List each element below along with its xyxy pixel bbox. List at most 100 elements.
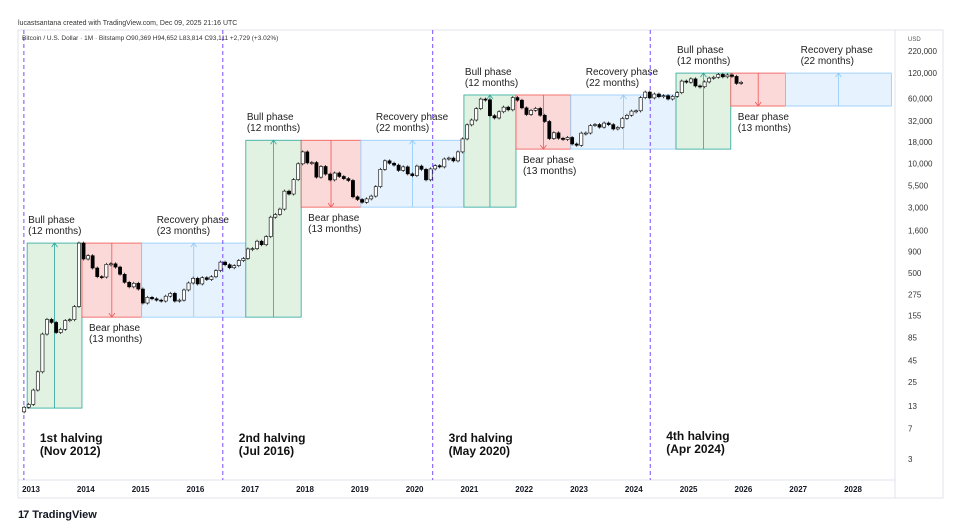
candle: [542, 113, 547, 123]
phase-box-bear: Bear phase(13 months): [515, 94, 576, 177]
candle-body: [346, 178, 351, 181]
candle-body: [373, 186, 378, 197]
candle: [652, 92, 657, 100]
candle-body: [145, 297, 150, 304]
candle-body: [510, 97, 515, 111]
phase-duration: (12 months): [247, 123, 300, 134]
halving-date: (Nov 2012): [40, 444, 101, 458]
phase-duration: (13 months): [308, 224, 361, 235]
candle: [483, 97, 488, 102]
candle-body: [72, 306, 77, 320]
candle: [688, 77, 693, 84]
candle-body: [702, 81, 707, 88]
candle: [561, 136, 565, 141]
candle-body: [392, 162, 396, 166]
candle-body: [446, 157, 451, 160]
candle-body: [150, 297, 154, 300]
candle-body: [643, 91, 648, 98]
candle-body: [90, 255, 95, 269]
candle-body: [565, 137, 570, 140]
candle-body: [428, 168, 433, 181]
candle: [446, 156, 451, 161]
candle-body: [579, 132, 584, 146]
candle-body: [396, 164, 401, 171]
phase-duration: (12 months): [465, 78, 518, 89]
time-tick-label: 2026: [735, 485, 753, 494]
candle: [45, 317, 49, 336]
candle-body: [227, 264, 232, 269]
candle: [351, 178, 355, 199]
candle-body: [351, 180, 355, 198]
candle-body: [739, 82, 744, 84]
candle: [456, 150, 460, 163]
candle-body: [602, 122, 607, 128]
candle: [26, 402, 31, 409]
candle-body: [328, 173, 333, 181]
candle: [268, 215, 273, 239]
candle: [145, 295, 150, 305]
chart-credit: lucastsantana created with TradingView.c…: [18, 20, 238, 27]
candle: [657, 92, 661, 99]
candle-body: [305, 151, 310, 164]
candle: [670, 94, 675, 101]
candle: [67, 318, 72, 323]
arrow-head-icon: [754, 101, 762, 107]
candle: [337, 171, 342, 178]
tradingview-logo[interactable]: 17 TradingView: [18, 509, 97, 521]
phase-label: Bear phase: [738, 112, 790, 123]
candle-body: [465, 124, 470, 140]
candle-body: [720, 74, 725, 78]
candle-body: [127, 282, 132, 288]
candle-body: [172, 293, 177, 302]
candle: [154, 297, 159, 302]
candle: [465, 123, 470, 141]
price-tick-label: 25: [908, 378, 917, 387]
candle: [538, 106, 543, 117]
candle-body: [401, 166, 406, 171]
candle: [684, 79, 689, 84]
candle: [520, 98, 524, 110]
phase-label: Bull phase: [28, 215, 75, 226]
candle-body: [688, 78, 693, 83]
candle: [127, 280, 132, 289]
candle-body: [360, 199, 364, 203]
candle: [524, 106, 529, 117]
candle: [131, 281, 136, 289]
candle: [547, 119, 552, 141]
candle-body: [49, 319, 54, 323]
candle-body: [666, 95, 670, 100]
candle-body: [424, 169, 428, 181]
candle: [383, 159, 387, 171]
candle-body: [223, 261, 227, 266]
arrow-head-icon: [51, 242, 58, 248]
candle-body: [236, 260, 241, 266]
candle: [282, 189, 287, 211]
candle-body: [109, 263, 113, 266]
time-tick-label: 2019: [351, 485, 369, 494]
phase-box-bear: Bear phase(13 months): [730, 72, 791, 134]
candle-body: [168, 293, 173, 297]
arrow-head-icon: [540, 144, 547, 150]
candle: [72, 305, 77, 322]
phase-duration: (22 months): [376, 123, 429, 134]
candle-body: [113, 263, 118, 268]
phase-label: Recovery phase: [801, 45, 874, 56]
candle: [259, 239, 264, 247]
candle-body: [264, 236, 269, 246]
phase-box-bear: Bear phase(13 months): [81, 242, 142, 345]
candle-body: [163, 295, 168, 302]
halving-label: 3rd halving: [449, 431, 513, 445]
candle-body: [323, 166, 328, 175]
candle: [474, 107, 479, 122]
price-tick-label: 7: [908, 424, 913, 433]
phase-label: Bear phase: [523, 155, 575, 166]
candle: [437, 164, 442, 169]
phase-box-bull: Bull phase(12 months): [245, 112, 302, 318]
candle-body: [460, 138, 465, 153]
phase-duration: (22 months): [801, 56, 854, 67]
candle: [150, 295, 154, 301]
candle: [460, 137, 465, 154]
candle-body: [520, 99, 524, 109]
candle: [570, 135, 575, 146]
